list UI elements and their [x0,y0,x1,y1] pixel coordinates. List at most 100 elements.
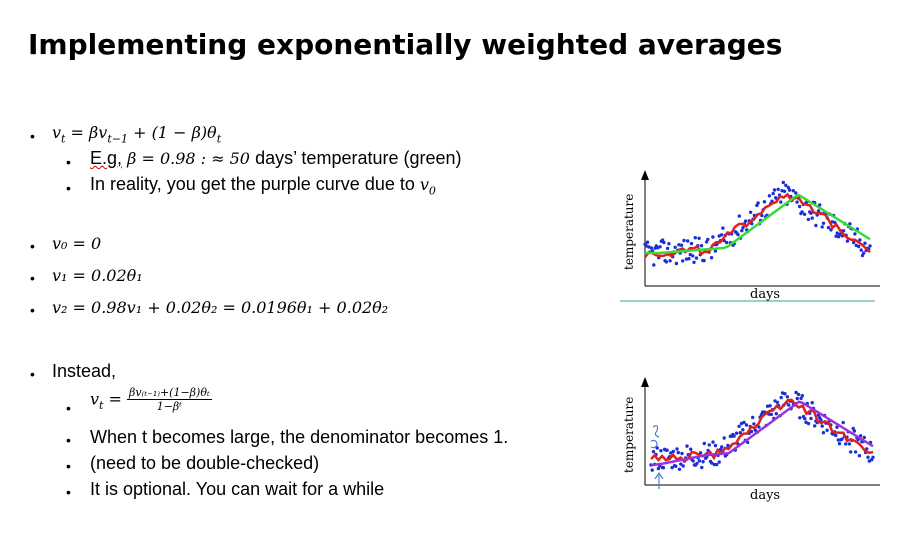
data-point [853,232,857,236]
data-point [664,260,669,264]
data-point [819,418,823,422]
data-point [698,451,703,455]
temperature-chart-purple: temperature days [622,377,880,503]
data-point [806,217,811,222]
data-point [743,219,748,223]
data-point [744,423,749,427]
data-point [781,180,785,185]
data-point [741,226,745,230]
data-point [689,241,694,246]
bullet-v1: v₁ = 0.02θ₁ [52,266,143,285]
data-point [798,416,802,420]
bottom-chart-ema-line [650,398,874,463]
data-point [662,240,666,245]
data-point [720,445,724,449]
data-point [709,256,714,260]
data-point [868,244,872,248]
data-point [804,420,808,424]
data-point [857,454,862,458]
bullet-dot: • [66,180,71,196]
data-point [746,440,750,445]
data-point [711,440,715,444]
data-point [787,188,792,192]
data-point [659,449,663,453]
data-point [786,185,790,190]
data-point [774,412,778,416]
data-point [862,435,866,440]
data-point [825,428,829,432]
data-point [706,237,710,242]
top-chart-ylabel: temperature [622,194,636,270]
data-point [800,210,804,214]
sub-bullet-bias-correction: vt = βv₍ₜ₋₁₎+(1−β)θₜ 1−βᵗ [90,386,212,413]
data-point [847,442,852,446]
handwritten-mark-annotation [650,425,660,449]
data-point [821,221,826,225]
bias-correction-fraction: βv₍ₜ₋₁₎+(1−β)θₜ 1−βᵗ [127,386,212,413]
data-point [836,438,840,442]
bullet-instead: Instead, [52,361,117,381]
data-point [769,412,773,417]
data-point [699,244,704,248]
data-point [835,425,839,429]
bullet-dot: • [66,484,71,500]
data-point [840,437,844,441]
data-point [867,459,871,463]
data-point [679,462,683,466]
data-point [837,442,842,446]
data-point [717,460,721,464]
sub-bullet-double-check: (need to be double-checked) [90,453,320,473]
data-point [863,241,867,245]
bottom-chart-ylabel: temperature [622,397,636,473]
data-point [773,399,777,403]
data-point [669,451,673,455]
data-point [741,428,745,432]
data-point [779,395,783,400]
data-point [694,256,699,260]
data-point [675,447,679,451]
data-point [797,204,802,209]
data-point [841,420,845,425]
data-point [738,431,742,435]
data-point [661,466,666,470]
slide-title: Implementing exponentially weighted aver… [28,28,783,61]
bottom-chart-purple-line [650,400,874,467]
data-point [702,441,706,446]
data-point [852,240,856,245]
data-point [791,189,795,193]
data-point [848,222,852,226]
data-point [820,424,824,428]
data-point [732,434,736,438]
data-point [707,443,711,447]
data-point [852,429,857,433]
data-point [652,263,656,267]
data-point [685,444,689,448]
data-point [651,450,656,454]
bullet-dot: • [30,238,35,254]
data-point [656,466,661,471]
data-point [713,249,718,253]
data-point [779,200,783,204]
data-point [862,251,866,255]
data-point [782,189,787,193]
data-point [796,392,801,397]
data-point [752,422,756,426]
data-point [677,243,681,247]
data-point [693,236,697,240]
data-point [794,191,798,195]
data-point [711,235,715,239]
data-point [737,424,741,428]
data-point [667,242,671,246]
data-point [721,226,725,230]
data-point [681,259,685,263]
top-chart-xlabel: days [750,287,780,302]
data-point [784,183,788,187]
bullet-v0: v₀ = 0 [52,234,102,253]
data-point [849,450,853,454]
data-point [691,459,695,463]
data-point [702,258,706,263]
data-point [737,214,741,218]
data-point [834,433,838,438]
data-point [700,465,704,470]
data-point [772,188,777,192]
